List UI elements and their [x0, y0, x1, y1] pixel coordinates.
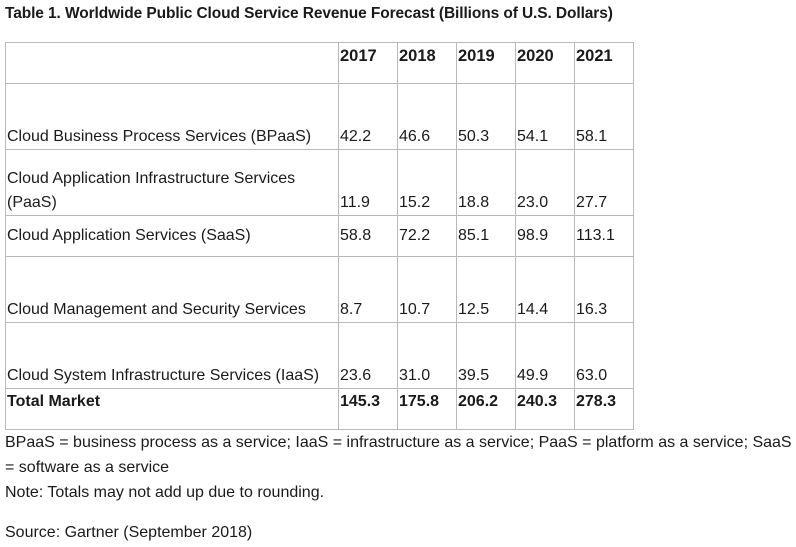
table-cell: 72.2: [397, 215, 457, 257]
table-cell: 10.7: [397, 256, 457, 323]
header-cell-year: 2018: [397, 42, 457, 84]
total-cell: 175.8: [397, 388, 457, 430]
total-cell: 240.3: [515, 388, 575, 430]
total-cell: 278.3: [574, 388, 634, 430]
table-cell: 113.1: [574, 215, 634, 257]
row-label: Cloud Management and Security Services: [5, 256, 339, 323]
total-cell: 145.3: [338, 388, 398, 430]
total-cell: 206.2: [456, 388, 516, 430]
table-cell: 18.8: [456, 149, 516, 216]
table-row: Cloud Application Services (SaaS) 58.8 7…: [5, 215, 634, 257]
table-cell: 85.1: [456, 215, 516, 257]
table-cell: 15.2: [397, 149, 457, 216]
table-cell: 12.5: [456, 256, 516, 323]
rounding-note: Note: Totals may not add up due to round…: [5, 484, 325, 501]
table-cell: 46.6: [397, 83, 457, 150]
table-row: Cloud Business Process Services (BPaaS) …: [5, 83, 634, 150]
row-label: Cloud Application Services (SaaS): [5, 215, 339, 257]
table-cell: 23.0: [515, 149, 575, 216]
table-cell: 58.8: [338, 215, 398, 257]
table-cell: 54.1: [515, 83, 575, 150]
header-cell-year: 2021: [574, 42, 634, 84]
header-cell-empty: [5, 42, 339, 84]
row-label: Cloud Business Process Services (BPaaS): [5, 83, 339, 150]
table-cell: 11.9: [338, 149, 398, 216]
table-cell: 49.9: [515, 322, 575, 389]
row-label: Cloud System Infrastructure Services (Ia…: [5, 322, 339, 389]
table-cell: 8.7: [338, 256, 398, 323]
table-cell: 27.7: [574, 149, 634, 216]
table-cell: 42.2: [338, 83, 398, 150]
table-cell: 98.9: [515, 215, 575, 257]
table-row: Cloud System Infrastructure Services (Ia…: [5, 322, 634, 389]
table-header-row: 2017 2018 2019 2020 2021: [5, 42, 634, 84]
table-cell: 58.1: [574, 83, 634, 150]
header-cell-year: 2017: [338, 42, 398, 84]
table-cell: 50.3: [456, 83, 516, 150]
table-cell: 16.3: [574, 256, 634, 323]
table-row: Cloud Management and Security Services 8…: [5, 256, 634, 323]
table-cell: 63.0: [574, 322, 634, 389]
table-row: Cloud Application Infrastructure Service…: [5, 149, 634, 216]
abbreviations-footnote: BPaaS = business process as a service; I…: [5, 434, 792, 476]
table-cell: 39.5: [456, 322, 516, 389]
row-label: Cloud Application Infrastructure Service…: [5, 149, 339, 216]
table-total-row: Total Market 145.3 175.8 206.2 240.3 278…: [5, 388, 634, 430]
table-cell: 23.6: [338, 322, 398, 389]
header-cell-year: 2020: [515, 42, 575, 84]
header-cell-year: 2019: [456, 42, 516, 84]
table-cell: 14.4: [515, 256, 575, 323]
total-label: Total Market: [5, 388, 339, 430]
table-title: Table 1. Worldwide Public Cloud Service …: [5, 5, 613, 22]
source-line: Source: Gartner (September 2018): [5, 524, 253, 541]
table-cell: 31.0: [397, 322, 457, 389]
forecast-table: 2017 2018 2019 2020 2021 Cloud Business …: [5, 42, 634, 430]
table-notes: BPaaS = business process as a service; I…: [5, 430, 793, 505]
